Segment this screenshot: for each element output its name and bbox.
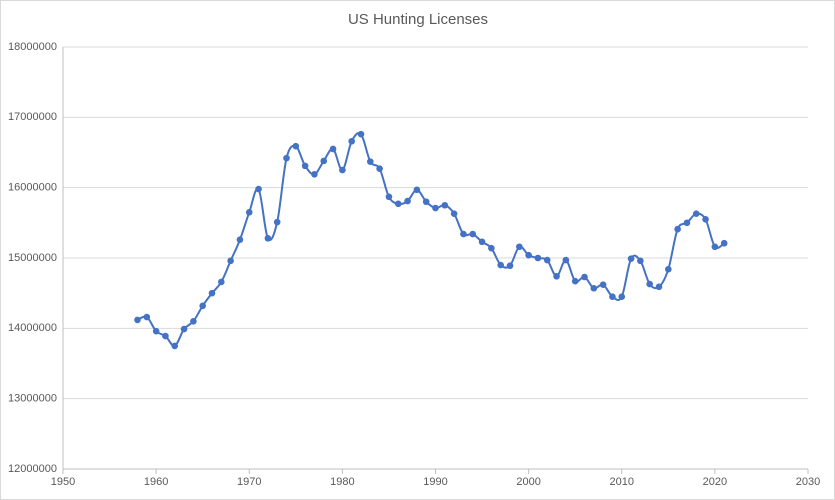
data-point: [227, 257, 234, 265]
data-point: [422, 198, 430, 206]
x-tick-label: 2000: [516, 476, 540, 488]
x-tick-label: 1960: [144, 476, 168, 488]
data-point: [674, 225, 681, 233]
data-point: [711, 243, 719, 251]
data-point: [162, 332, 169, 340]
x-tick-label: 2030: [796, 476, 820, 488]
data-point: [245, 208, 253, 216]
data-point: [208, 289, 216, 297]
data-point: [534, 254, 542, 262]
data-point: [590, 284, 598, 292]
data-point: [385, 193, 393, 201]
data-point: [441, 201, 449, 209]
data-point: [348, 137, 355, 145]
data-point: [301, 162, 309, 170]
data-point: [720, 239, 728, 247]
data-point: [460, 230, 467, 238]
data-point: [357, 130, 365, 138]
series-line: [137, 132, 725, 347]
data-point: [143, 313, 151, 321]
y-tick-label: 18000000: [8, 41, 57, 53]
data-point: [599, 281, 607, 289]
chart-title: US Hunting Licenses: [348, 11, 488, 28]
data-point: [134, 316, 141, 324]
data-point: [329, 145, 337, 153]
data-point: [292, 142, 300, 150]
data-point: [478, 238, 486, 246]
data-point: [702, 216, 709, 223]
x-tick-label: 1950: [51, 476, 75, 488]
data-point: [264, 235, 272, 242]
data-point: [525, 251, 532, 259]
data-point: [273, 218, 281, 226]
data-point: [413, 186, 421, 194]
y-tick-label: 12000000: [8, 463, 57, 475]
data-point: [692, 210, 700, 217]
data-point: [394, 200, 402, 208]
data-point: [683, 219, 691, 227]
data-point: [255, 185, 262, 193]
y-tick-label: 16000000: [8, 182, 57, 194]
data-point: [339, 166, 346, 174]
x-tick-label: 1980: [330, 476, 354, 488]
data-point: [665, 265, 672, 273]
x-tick-label: 2020: [703, 476, 727, 488]
data-point: [646, 280, 653, 288]
data-point: [311, 171, 318, 178]
data-point: [404, 197, 411, 205]
data-point: [488, 244, 495, 252]
data-point: [506, 262, 514, 270]
data-point: [171, 342, 179, 350]
y-tick-label: 14000000: [8, 322, 57, 334]
data-point: [376, 165, 383, 172]
data-point: [553, 272, 560, 280]
data-point: [627, 255, 635, 263]
data-point: [367, 158, 374, 165]
data-point: [637, 257, 644, 265]
data-point: [562, 256, 570, 264]
data-point: [283, 154, 290, 162]
data-point: [450, 210, 458, 217]
y-tick-label: 15000000: [8, 252, 57, 264]
data-point: [581, 273, 588, 281]
data-point: [609, 293, 616, 300]
data-point: [618, 293, 626, 300]
x-tick-label: 1990: [423, 476, 447, 488]
x-tick-label: 2010: [610, 476, 634, 488]
y-tick-label: 17000000: [8, 111, 57, 123]
data-point: [190, 318, 197, 325]
data-point: [432, 204, 439, 212]
data-point: [516, 243, 523, 251]
data-point: [469, 230, 477, 238]
data-point: [320, 157, 328, 165]
y-tick-label: 13000000: [8, 393, 57, 405]
data-point: [497, 261, 504, 269]
data-point: [180, 325, 188, 333]
data-point: [199, 302, 206, 310]
data-point: [236, 236, 244, 244]
data-point: [218, 278, 225, 286]
data-point: [655, 283, 663, 291]
data-point: [543, 256, 551, 264]
data-point: [152, 327, 160, 335]
x-tick-label: 1970: [237, 476, 261, 488]
data-point: [571, 277, 579, 285]
